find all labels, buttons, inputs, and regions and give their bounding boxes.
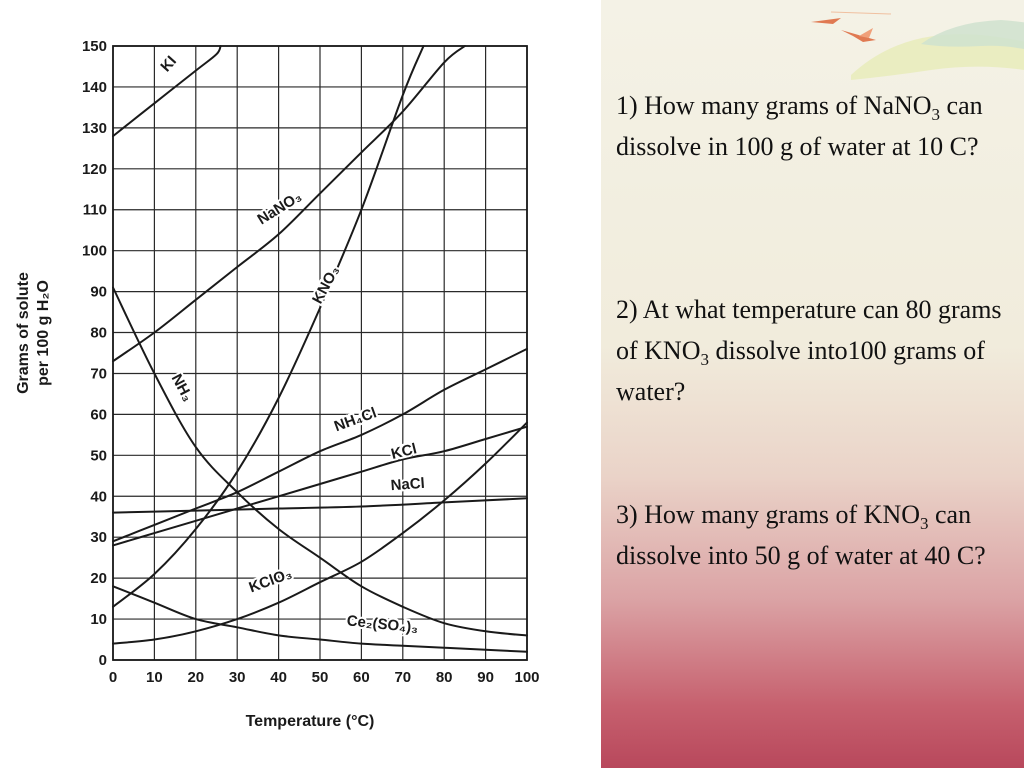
curve-label-kclo: KClO₃ bbox=[247, 565, 295, 596]
curve-nhcl bbox=[112, 347, 528, 543]
bird-icon bbox=[859, 28, 873, 38]
y-tick-label: 40 bbox=[90, 488, 107, 505]
x-tick-label: 60 bbox=[353, 669, 370, 686]
question-2: 2) At what temperature can 80 grams of K… bbox=[616, 295, 1002, 406]
x-tick-label: 100 bbox=[514, 669, 539, 686]
grid bbox=[112, 45, 528, 661]
curve-nacl bbox=[112, 497, 528, 514]
curve-label-nh: NH₃ bbox=[168, 371, 196, 404]
decorative-hill bbox=[921, 20, 1024, 50]
bird-icon bbox=[811, 18, 841, 24]
y-tick-label: 140 bbox=[82, 79, 107, 96]
x-tick-label: 80 bbox=[436, 669, 453, 686]
question-1: 1) How many grams of NaNO3 can dissolve … bbox=[616, 91, 983, 161]
curve-label-kcl: KCl bbox=[389, 440, 418, 463]
y-tick-label: 70 bbox=[90, 365, 107, 382]
x-tick-label: 40 bbox=[270, 669, 287, 686]
y-axis-title-line1: Grams of solute bbox=[15, 272, 32, 394]
curve-kcl bbox=[112, 425, 528, 547]
question-3: 3) How many grams of KNO3 can dissolve i… bbox=[616, 500, 986, 570]
curve-label-nano: NaNO₃ bbox=[254, 188, 304, 228]
curve-kno bbox=[112, 45, 425, 608]
solubility-chart: 0 10 20 30 40 50 60 70 80 90 100 0 10 20 30 40 50 60 70 80 9… bbox=[15, 38, 540, 730]
x-tick-label: 0 bbox=[109, 669, 117, 686]
x-tick-label: 30 bbox=[229, 669, 246, 686]
curve-label-nacl: NaCl bbox=[390, 475, 425, 494]
y-tick-label: 150 bbox=[82, 38, 107, 55]
x-tick-label: 20 bbox=[187, 669, 204, 686]
curve-label-ki: KI bbox=[157, 53, 180, 76]
decorative-line bbox=[830, 11, 892, 15]
curve-ki bbox=[112, 45, 222, 138]
x-axis-title: Temperature (°C) bbox=[246, 713, 375, 730]
chart-svg: 0 10 20 30 40 50 60 70 80 90 100 0 10 20 30 40 50 60 70 80 9… bbox=[15, 38, 540, 730]
x-tick-label: 10 bbox=[146, 669, 163, 686]
y-tick-label: 60 bbox=[90, 406, 107, 423]
y-tick-label: 120 bbox=[82, 161, 107, 178]
y-tick-label: 100 bbox=[82, 243, 107, 260]
y-tick-label: 0 bbox=[99, 652, 107, 669]
curve-nano bbox=[112, 45, 466, 363]
y-tick-label: 20 bbox=[90, 570, 107, 587]
plot-frame bbox=[112, 45, 528, 661]
curve-label-kno: KNO₃ bbox=[309, 263, 343, 307]
curve-kclo bbox=[112, 421, 528, 645]
y-tick-label: 10 bbox=[90, 611, 107, 628]
y-tick-label: 30 bbox=[90, 529, 107, 546]
x-tick-label: 90 bbox=[477, 669, 494, 686]
y-tick-label: 130 bbox=[82, 120, 107, 137]
x-tick-label: 50 bbox=[312, 669, 329, 686]
y-axis-title-line2: per 100 g H₂O bbox=[35, 280, 52, 386]
y-tick-label: 90 bbox=[90, 284, 107, 301]
question-panel: 1) How many grams of NaNO3 can dissolve … bbox=[601, 0, 1024, 768]
y-tick-label: 80 bbox=[90, 325, 107, 342]
y-tick-label: 50 bbox=[90, 447, 107, 464]
curve-nh bbox=[112, 286, 528, 637]
decorative-graphic bbox=[811, 11, 1024, 80]
y-tick-label: 110 bbox=[83, 202, 107, 219]
x-tick-label: 70 bbox=[394, 669, 411, 686]
curve-label-ceso: Ce₂(SO₄)₃ bbox=[346, 612, 419, 636]
bird-icon bbox=[841, 30, 876, 42]
curve-ceso bbox=[112, 585, 528, 653]
